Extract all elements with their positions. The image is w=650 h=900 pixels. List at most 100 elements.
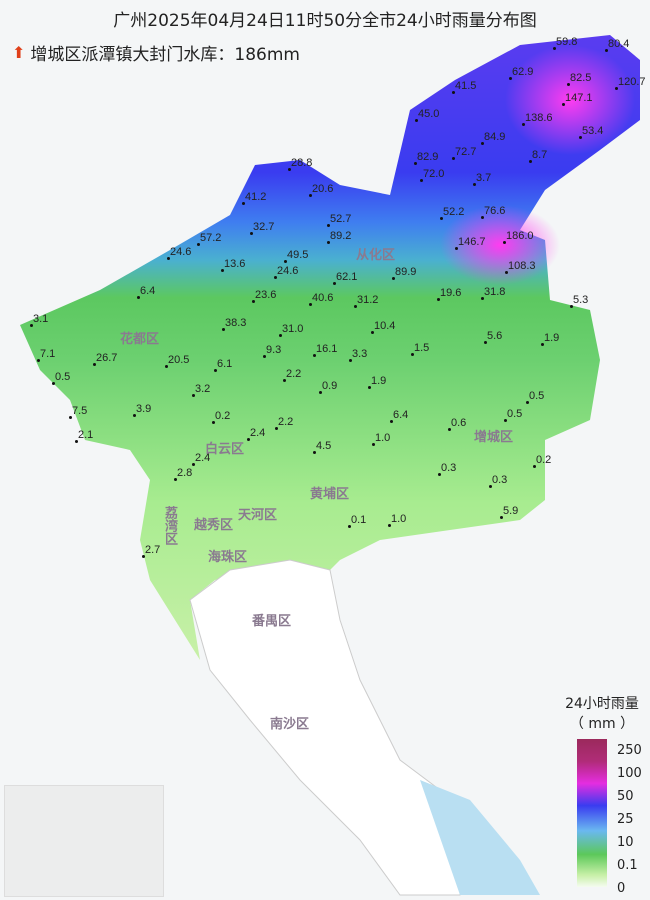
station-rainfall-value: 6.1 — [213, 358, 233, 372]
station-rainfall-value: 82.9 — [413, 151, 439, 165]
station-rainfall-value: 38.3 — [221, 317, 247, 331]
map-title: 广州2025年04月24日11时50分全市24小时雨量分布图 — [113, 11, 537, 31]
station-rainfall-value: 1.5 — [410, 342, 430, 356]
district-label: 白云区 — [205, 442, 245, 457]
station-rainfall-value: 45.0 — [414, 108, 440, 122]
station-rainfall-value: 24.6 — [166, 246, 192, 260]
station-rainfall-value: 10.4 — [370, 320, 396, 334]
station-rainfall-value: 0.3 — [488, 474, 508, 488]
station-rainfall-value: 62.1 — [332, 271, 358, 285]
station-rainfall-value: 23.6 — [251, 289, 277, 303]
station-rainfall-value: 1.0 — [387, 513, 407, 527]
station-rainfall-value: 0.9 — [318, 380, 338, 394]
station-rainfall-value: 52.2 — [439, 206, 465, 220]
station-rainfall-value: 3.1 — [29, 313, 49, 327]
station-rainfall-value: 32.7 — [249, 221, 275, 235]
station-rainfall-value: 31.8 — [480, 286, 506, 300]
station-rainfall-value: 57.2 — [196, 232, 222, 246]
station-rainfall-value: 52.7 — [326, 213, 352, 227]
station-rainfall-value: 6.4 — [136, 285, 156, 299]
station-rainfall-value: 0.5 — [503, 408, 523, 422]
district-label: 天河区 — [238, 508, 278, 523]
station-rainfall-value: 2.4 — [191, 452, 211, 466]
station-rainfall-value: 3.9 — [132, 403, 152, 417]
river — [420, 780, 540, 895]
district-label: 越秀区 — [194, 518, 234, 533]
station-rainfall-value: 82.5 — [566, 72, 592, 86]
station-rainfall-value: 2.8 — [173, 467, 193, 481]
inset-legend-map — [4, 785, 164, 897]
station-rainfall-value: 24.6 — [273, 265, 299, 279]
station-rainfall-value: 31.2 — [353, 294, 379, 308]
station-rainfall-value: 1.9 — [540, 332, 560, 346]
station-rainfall-value: 89.2 — [326, 230, 352, 244]
station-rainfall-value: 0.2 — [211, 410, 231, 424]
district-label: 荔湾区 — [162, 506, 177, 545]
station-rainfall-value: 9.3 — [262, 344, 282, 358]
station-rainfall-value: 26.7 — [92, 352, 118, 366]
station-rainfall-value: 5.9 — [499, 505, 519, 519]
station-rainfall-value: 41.5 — [451, 80, 477, 94]
station-rainfall-value: 89.9 — [391, 266, 417, 280]
station-rainfall-value: 2.7 — [141, 544, 161, 558]
station-rainfall-value: 1.9 — [367, 375, 387, 389]
legend-label: 0 — [617, 881, 626, 896]
district-label: 从化区 — [356, 248, 396, 263]
station-rainfall-value: 20.6 — [308, 183, 334, 197]
station-rainfall-value: 1.0 — [371, 432, 391, 446]
station-rainfall-value: 5.6 — [483, 330, 503, 344]
legend-label: 0.1 — [617, 858, 638, 873]
rain-area — [20, 35, 640, 660]
station-rainfall-value: 31.0 — [278, 323, 304, 337]
station-rainfall-value: 16.1 — [312, 343, 338, 357]
station-rainfall-value: 20.5 — [164, 354, 190, 368]
station-rainfall-value: 186.0 — [503, 230, 534, 244]
station-rainfall-value: 120.7 — [615, 76, 646, 90]
legend-label: 250 — [617, 743, 642, 758]
station-rainfall-value: 2.2 — [282, 368, 302, 382]
station-rainfall-value: 146.7 — [455, 236, 486, 250]
station-rainfall-value: 41.2 — [241, 191, 267, 205]
max-station-note: ⬆ 增城区派潭镇大封门水库：186mm — [12, 40, 300, 65]
station-rainfall-value: 7.5 — [68, 405, 88, 419]
station-rainfall-value: 80.4 — [604, 38, 630, 52]
station-rainfall-value: 13.6 — [220, 258, 246, 272]
station-rainfall-value: 76.6 — [480, 205, 506, 219]
district-label: 花都区 — [120, 332, 160, 347]
station-rainfall-value: 0.1 — [347, 514, 367, 528]
district-label: 海珠区 — [208, 550, 248, 565]
station-rainfall-value: 7.1 — [36, 348, 56, 362]
station-rainfall-value: 3.7 — [472, 172, 492, 186]
legend-color-bar — [577, 739, 607, 887]
station-rainfall-value: 3.2 — [191, 383, 211, 397]
station-rainfall-value: 0.6 — [447, 417, 467, 431]
station-rainfall-value: 28.8 — [287, 157, 313, 171]
red-up-arrow-icon: ⬆ — [12, 43, 26, 62]
station-rainfall-value: 53.4 — [578, 125, 604, 139]
legend-label: 10 — [617, 835, 634, 850]
legend-title: 24小时雨量 — [565, 696, 639, 712]
station-rainfall-value: 147.1 — [562, 92, 593, 106]
legend-unit: （ mm ） — [569, 716, 635, 732]
station-rainfall-value: 0.3 — [437, 462, 457, 476]
rainfall-legend: 24小时雨量 （ mm ） 250 100 50 25 10 0.1 0 — [557, 693, 647, 896]
station-rainfall-value: 6.4 — [389, 409, 409, 423]
district-label: 番禺区 — [252, 614, 292, 629]
station-rainfall-value: 0.2 — [532, 454, 552, 468]
station-rainfall-value: 72.7 — [451, 146, 477, 160]
station-rainfall-value: 40.6 — [308, 292, 334, 306]
station-rainfall-value: 5.3 — [569, 294, 589, 308]
station-rainfall-value: 59.8 — [552, 36, 578, 50]
station-rainfall-value: 84.9 — [480, 131, 506, 145]
station-rainfall-value: 0.5 — [51, 371, 71, 385]
station-rainfall-value: 72.0 — [419, 168, 445, 182]
station-rainfall-value: 62.9 — [508, 66, 534, 80]
max-station-text: 增城区派潭镇大封门水库：186mm — [30, 45, 300, 65]
legend-label: 100 — [617, 766, 642, 781]
station-rainfall-value: 49.5 — [283, 249, 309, 263]
station-rainfall-value: 0.5 — [525, 390, 545, 404]
station-rainfall-value: 8.7 — [528, 149, 548, 163]
station-rainfall-value: 2.2 — [274, 416, 294, 430]
district-label: 南沙区 — [270, 717, 310, 732]
